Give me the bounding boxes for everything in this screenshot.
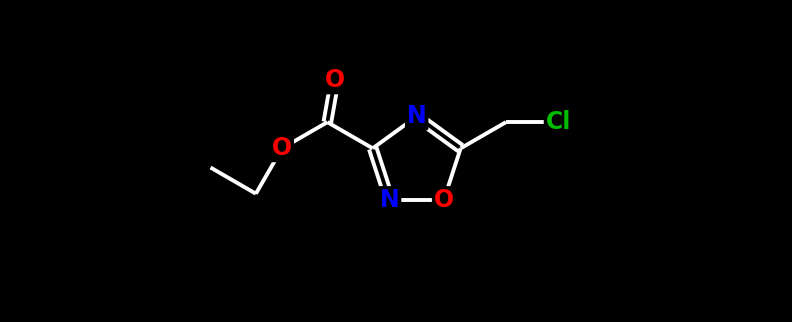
Text: O: O <box>325 69 345 92</box>
Text: O: O <box>434 188 454 212</box>
Text: N: N <box>407 104 427 128</box>
Text: O: O <box>272 136 292 160</box>
Text: Cl: Cl <box>546 110 571 134</box>
Text: N: N <box>379 188 399 212</box>
